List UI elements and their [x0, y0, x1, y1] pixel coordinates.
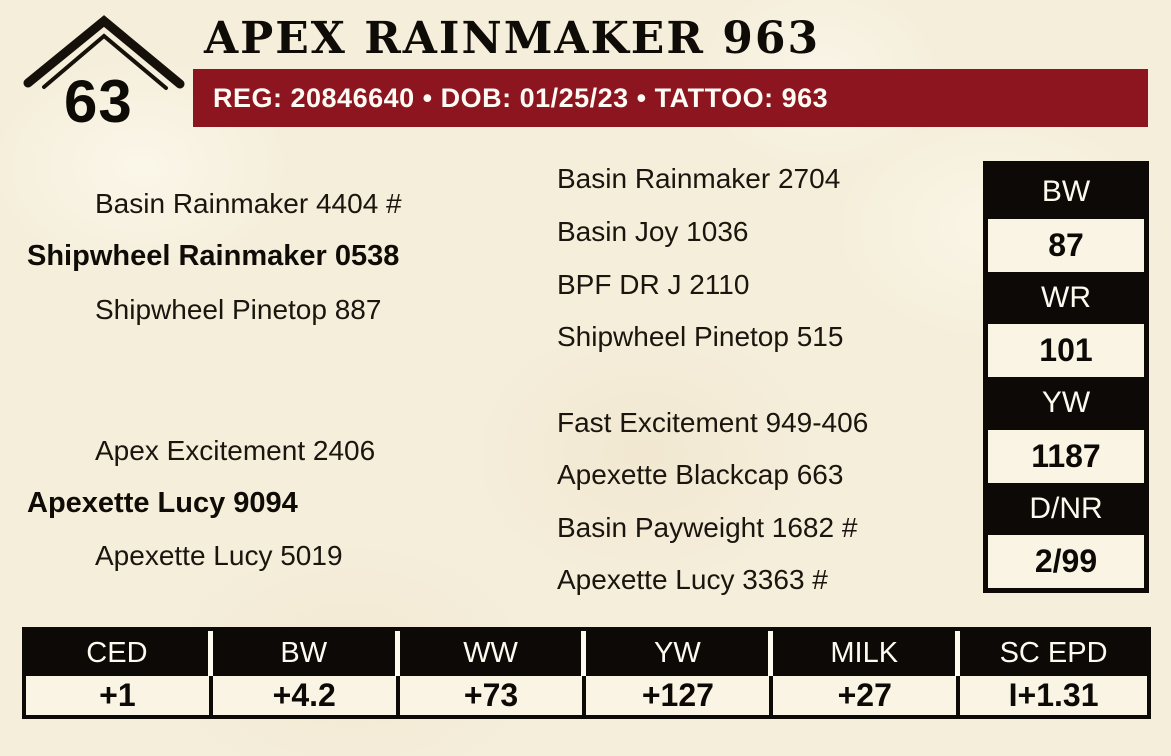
pedigree-sire-granddam: Shipwheel Pinetop 887 [95, 294, 382, 325]
page-title: APEX RAINMAKER 963 [204, 13, 821, 64]
perf-label-wr: WR [988, 271, 1144, 325]
pedigree-ancestor: Apexette Lucy 3363 # [557, 564, 828, 595]
epd-header-ced: CED [26, 631, 213, 676]
epd-header-ww: WW [399, 631, 587, 676]
pedigree-ancestor: Apexette Blackcap 663 [557, 459, 844, 490]
epd-value-milk: +27 [773, 676, 961, 715]
apex-chevron-icon [23, 15, 185, 90]
epd-table: CED +1 BW +4.2 WW +73 YW +127 MILK +27 S… [22, 627, 1151, 719]
perf-label-dnr: D/NR [988, 482, 1144, 536]
pedigree-ancestor: Basin Joy 1036 [557, 216, 749, 247]
perf-value-yw: 1187 [988, 429, 1144, 483]
perf-label-bw: BW [988, 166, 1144, 219]
epd-value-bw: +4.2 [212, 676, 400, 715]
epd-header-scepd: SC EPD [960, 631, 1147, 676]
perf-value-dnr: 2/99 [988, 535, 1144, 588]
epd-column-ced: CED +1 [26, 631, 213, 715]
pedigree-dam-granddam: Apexette Lucy 5019 [95, 540, 343, 571]
perf-value-wr: 101 [988, 324, 1144, 377]
epd-value-scepd: I+1.31 [960, 676, 1147, 715]
epd-value-ced: +1 [26, 676, 213, 715]
epd-header-bw: BW [212, 631, 400, 676]
perf-value-bw: 87 [988, 218, 1144, 272]
pedigree-sire-grandsire: Basin Rainmaker 4404 # [95, 188, 402, 219]
epd-value-yw: +127 [586, 676, 774, 715]
pedigree-ancestor: Basin Rainmaker 2704 [557, 163, 841, 194]
pedigree-dam-grandsire: Apex Excitement 2406 [95, 435, 376, 466]
epd-header-yw: YW [586, 631, 774, 676]
registration-banner: REG: 20846640 • DOB: 01/25/23 • TATTOO: … [193, 69, 1148, 127]
performance-box: BW 87 WR 101 YW 1187 D/NR 2/99 [983, 161, 1149, 593]
epd-column-ww: WW +73 [399, 631, 587, 715]
epd-header-milk: MILK [773, 631, 961, 676]
pedigree-sire: Shipwheel Rainmaker 0538 [27, 240, 400, 272]
epd-column-bw: BW +4.2 [212, 631, 400, 715]
pedigree-ancestor: BPF DR J 2110 [557, 269, 750, 300]
registration-banner-text: REG: 20846640 • DOB: 01/25/23 • TATTOO: … [213, 82, 829, 113]
pedigree-ancestor: Shipwheel Pinetop 515 [557, 321, 844, 352]
pedigree-dam: Apexette Lucy 9094 [27, 487, 298, 519]
lot-number: 63 [64, 68, 133, 135]
pedigree-ancestor: Fast Excitement 949-406 [557, 407, 869, 438]
epd-column-scepd: SC EPD I+1.31 [960, 631, 1147, 715]
perf-label-yw: YW [988, 377, 1144, 430]
epd-column-milk: MILK +27 [773, 631, 961, 715]
pedigree-ancestor: Basin Payweight 1682 # [557, 512, 858, 543]
epd-column-yw: YW +127 [586, 631, 774, 715]
epd-value-ww: +73 [399, 676, 587, 715]
